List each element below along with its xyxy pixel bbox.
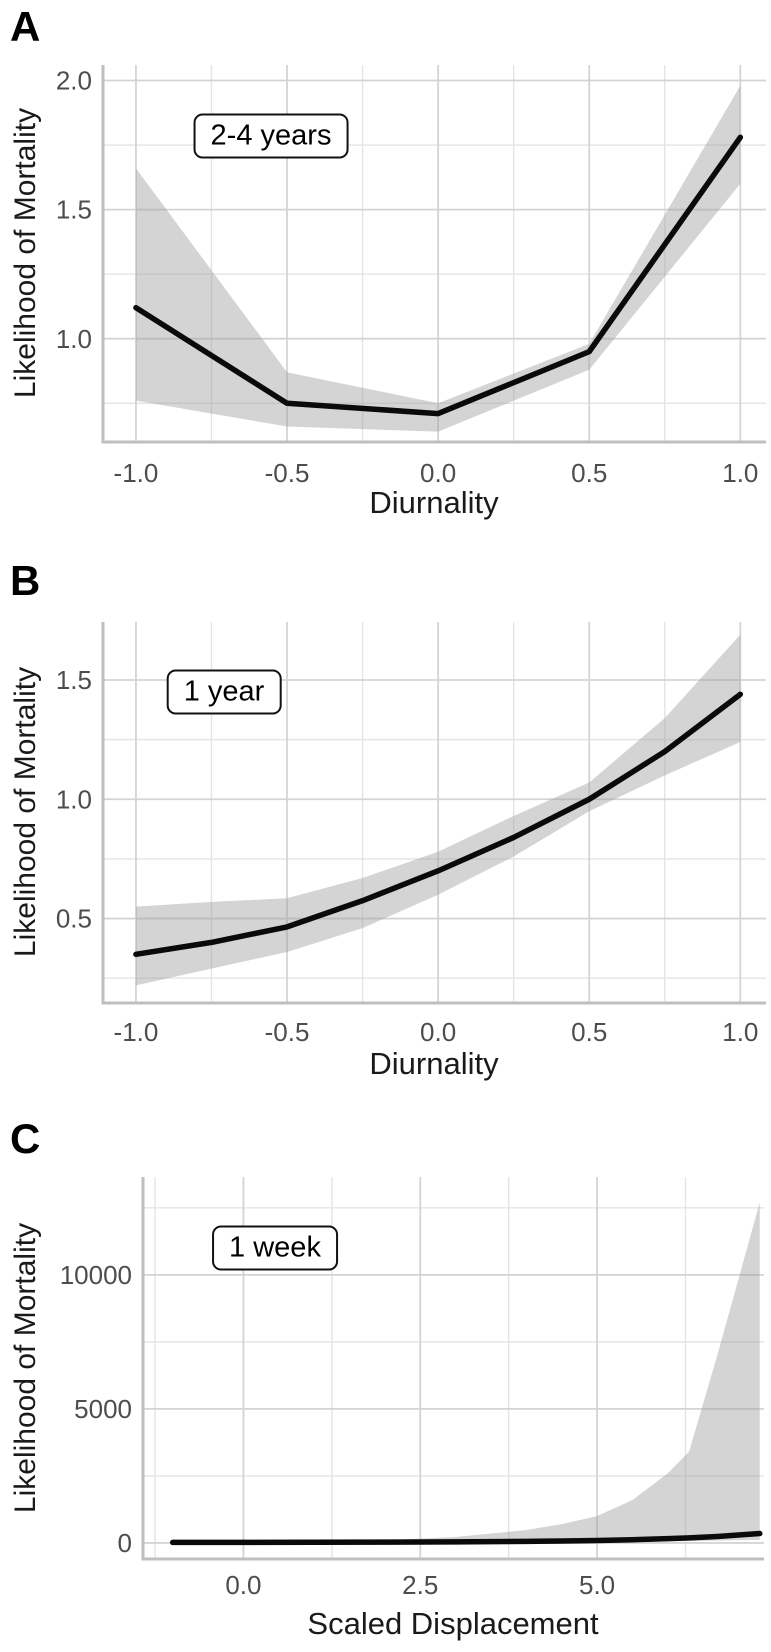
svg-text:5000: 5000 <box>74 1394 132 1424</box>
svg-text:1.5: 1.5 <box>56 665 92 695</box>
panel-a-annotation-label: 2-4 years <box>193 113 349 159</box>
panel-a-y-axis-title: Likelihood of Mortality <box>9 107 42 399</box>
panel-c-letter: C <box>10 1115 41 1162</box>
svg-text:1.0: 1.0 <box>722 1017 758 1047</box>
svg-text:0.0: 0.0 <box>420 1017 456 1047</box>
svg-text:1.0: 1.0 <box>56 324 92 354</box>
svg-text:0.0: 0.0 <box>420 458 456 488</box>
panel-b-annotation-label: 1 year <box>166 669 282 715</box>
svg-text:1.0: 1.0 <box>722 458 758 488</box>
svg-text:1.5: 1.5 <box>56 195 92 225</box>
panel-a-letter: A <box>10 3 41 50</box>
svg-text:0.5: 0.5 <box>571 1017 607 1047</box>
svg-text:0.0: 0.0 <box>225 1570 261 1600</box>
panel-b-y-axis-title: Likelihood of Mortality <box>9 666 42 958</box>
svg-text:-1.0: -1.0 <box>114 458 159 488</box>
svg-text:2.0: 2.0 <box>56 66 92 96</box>
svg-text:-1.0: -1.0 <box>114 1017 159 1047</box>
svg-text:-0.5: -0.5 <box>265 1017 310 1047</box>
svg-text:0.5: 0.5 <box>571 458 607 488</box>
svg-text:0: 0 <box>118 1528 132 1558</box>
svg-text:2.5: 2.5 <box>402 1570 438 1600</box>
svg-text:0.5: 0.5 <box>56 904 92 934</box>
panel-c-y-axis-title: Likelihood of Mortality <box>9 1222 42 1514</box>
panel-b-letter: B <box>10 557 41 604</box>
svg-text:10000: 10000 <box>60 1260 132 1290</box>
svg-text:1.0: 1.0 <box>56 784 92 814</box>
panel-b-x-axis-title: Diurnality <box>369 1046 499 1081</box>
panel-a-x-axis-title: Diurnality <box>369 485 499 520</box>
svg-text:-0.5: -0.5 <box>265 458 310 488</box>
panel-c-annotation-label: 1 week <box>212 1225 338 1271</box>
panel-c-x-axis-title: Scaled Displacement <box>307 1606 599 1641</box>
svg-text:5.0: 5.0 <box>579 1570 615 1600</box>
